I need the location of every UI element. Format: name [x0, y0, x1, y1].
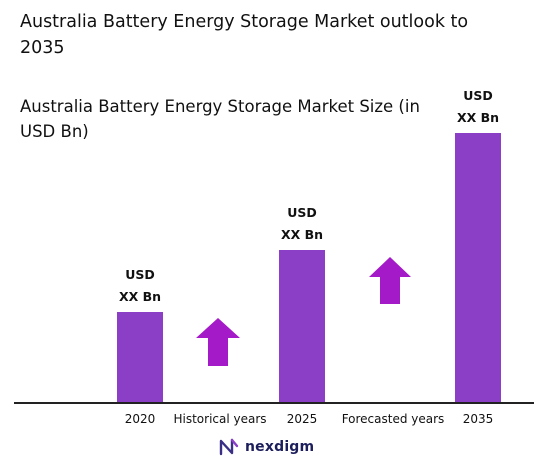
growth-arrow-historical-icon	[196, 318, 240, 366]
bar-value-label-line1: USD	[287, 204, 317, 220]
x-tick-label-2020: 2020	[124, 412, 156, 426]
chart-subtitle: Australia Battery Energy Storage Market …	[20, 97, 420, 141]
brand-logo: nexdigm	[219, 438, 314, 456]
brand-name: nexdigm	[245, 439, 315, 455]
bar-value-label-2025: USD XX Bn	[262, 202, 342, 246]
period-label-historical: Historical years	[173, 412, 267, 426]
growth-arrow-forecast-icon	[369, 257, 411, 304]
x-tick-label-2035: 2035	[462, 412, 494, 426]
bar-2035	[455, 133, 501, 402]
period-label-forecast: Forecasted years	[341, 412, 445, 426]
chart-title: Australia Battery Energy Storage Market …	[20, 12, 469, 58]
bar-value-label-2020: USD XX Bn	[100, 264, 180, 308]
bar-value-label-line2: XX Bn	[118, 289, 162, 305]
bar-value-label-line1: USD	[463, 88, 493, 103]
bar-value-label-line2: XX Bn	[456, 110, 500, 125]
x-tick-label-2025: 2025	[286, 412, 318, 426]
bar-2020	[117, 312, 163, 402]
bar-value-label-2035: USD XX Bn	[438, 85, 518, 129]
bar-2025	[279, 249, 325, 402]
x-axis-line	[14, 402, 534, 404]
bar-value-label-line2: XX Bn	[280, 226, 324, 242]
growth-arrow-historical-shape	[196, 318, 240, 366]
growth-arrow-forecast-shape	[369, 257, 411, 304]
nexdigm-logo-icon	[219, 438, 239, 456]
bar-value-label-line1: USD	[125, 267, 155, 283]
